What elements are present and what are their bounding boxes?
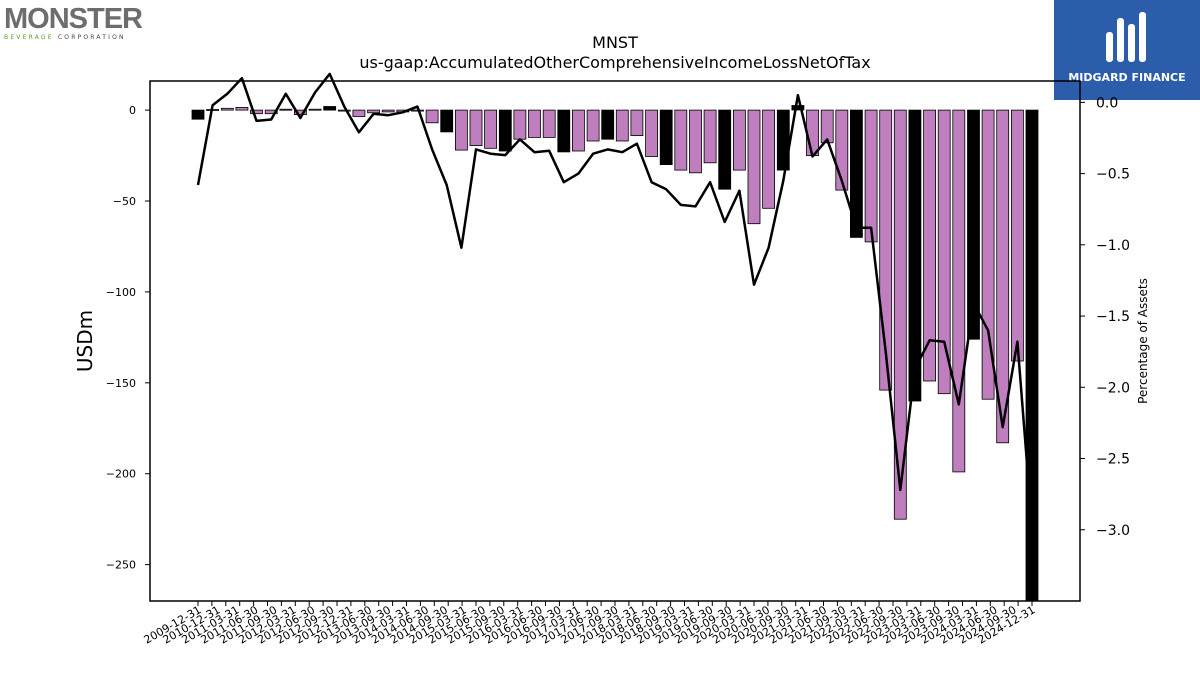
- bar-55: [996, 109, 1010, 444]
- monster-logo-sub-beverage: BEVERAGE: [4, 34, 54, 41]
- y-tick-label-0: 0: [129, 104, 136, 117]
- monster-logo-subtitle: BEVERAGE CORPORATION: [4, 34, 164, 41]
- bar-43: [820, 109, 834, 144]
- bar-21: [498, 109, 512, 152]
- bar-19: [469, 109, 483, 146]
- y2-tick-label-3: −1.5: [1096, 309, 1130, 325]
- bar-30: [630, 109, 644, 136]
- bar-35: [703, 109, 717, 164]
- y2-tick-label-4: −2.0: [1096, 380, 1130, 396]
- monster-logo-text: MONSTER: [4, 3, 143, 35]
- y2-tick-label-5: −2.5: [1096, 452, 1130, 468]
- bar-32: [659, 109, 673, 165]
- y-tick-label-5: −250: [106, 559, 136, 572]
- bar-36: [718, 109, 732, 190]
- y-tick-label-4: −200: [106, 468, 136, 481]
- bar-4: [250, 109, 263, 115]
- monster-logo: MONSTER BEVERAGE CORPORATION: [4, 4, 164, 48]
- bar-53: [967, 109, 980, 340]
- bar-5: [264, 109, 278, 115]
- bar-42: [806, 109, 819, 156]
- bar-11: [352, 109, 366, 117]
- midgard-finance-text: MIDGARD FINANCE: [1068, 71, 1186, 84]
- bar-2: [220, 107, 234, 111]
- bar-9: [323, 106, 337, 111]
- bar-28: [601, 109, 615, 140]
- bar-52: [952, 109, 966, 473]
- bar-20: [484, 109, 498, 149]
- bar-33: [674, 109, 688, 171]
- bar-37: [733, 109, 746, 171]
- bar-25: [557, 109, 571, 153]
- bar-49: [908, 109, 922, 402]
- y-tick-label-3: −150: [106, 377, 136, 390]
- bar-26: [572, 109, 585, 152]
- y2-tick-label-2: −1.0: [1096, 238, 1130, 254]
- y-tick-label-1: −50: [113, 195, 136, 208]
- bar-56: [1011, 109, 1024, 362]
- bar-34: [689, 109, 702, 174]
- bar-12: [367, 109, 381, 114]
- bar-57: [1025, 109, 1039, 602]
- bar-41: [791, 105, 805, 111]
- y2-tick-label-1: −0.5: [1096, 167, 1130, 183]
- bar-23: [528, 109, 541, 138]
- y-tick-label-2: −100: [106, 286, 136, 299]
- bar-27: [586, 109, 600, 142]
- y2-tick-label-0: 0.0: [1096, 95, 1118, 111]
- bar-31: [645, 109, 658, 157]
- bar-51: [937, 109, 951, 395]
- bar-50: [923, 109, 936, 382]
- midgard-emblem-icon: [1106, 12, 1146, 62]
- bar-22: [513, 109, 527, 140]
- bar-6: [279, 108, 293, 111]
- bar-48: [893, 109, 907, 520]
- bar-39: [762, 109, 775, 209]
- bar-3: [235, 107, 249, 111]
- bar-46: [864, 109, 878, 243]
- y2-tick-label-6: −3.0: [1096, 523, 1130, 539]
- bar-24: [542, 109, 556, 138]
- bar-13: [381, 109, 395, 113]
- assets-pct-line: [196, 72, 1034, 527]
- bar-29: [615, 109, 629, 142]
- y-axis-label: USDm: [73, 310, 97, 372]
- bar-18: [454, 109, 468, 151]
- bar-8: [308, 108, 322, 111]
- bar-0: [191, 109, 205, 120]
- bar-7: [293, 109, 307, 115]
- y2-axis-label: Percentage of Assets: [1136, 278, 1150, 404]
- chart-title: MNST: [592, 33, 638, 52]
- bar-17: [440, 109, 454, 133]
- monster-logo-sub-corporation: CORPORATION: [53, 34, 126, 41]
- midgard-finance-logo: MIDGARD FINANCE: [1054, 0, 1200, 100]
- chart-subtitle: us-gaap:AccumulatedOtherComprehensiveInc…: [359, 53, 870, 72]
- bar-38: [747, 109, 761, 225]
- bar-45: [850, 109, 863, 238]
- bar-10: [337, 109, 351, 112]
- bar-16: [425, 109, 439, 124]
